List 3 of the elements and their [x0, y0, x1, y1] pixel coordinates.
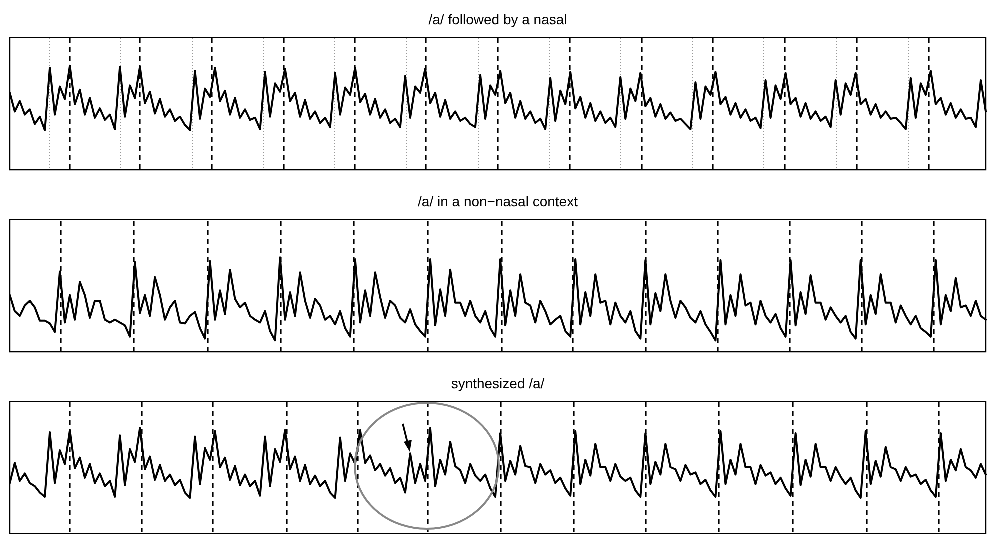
chart-title: /a/ in a non−nasal context: [418, 193, 578, 210]
chart-title: synthesized /a/: [451, 375, 545, 392]
chart-title: /a/ followed by a nasal: [428, 11, 568, 28]
